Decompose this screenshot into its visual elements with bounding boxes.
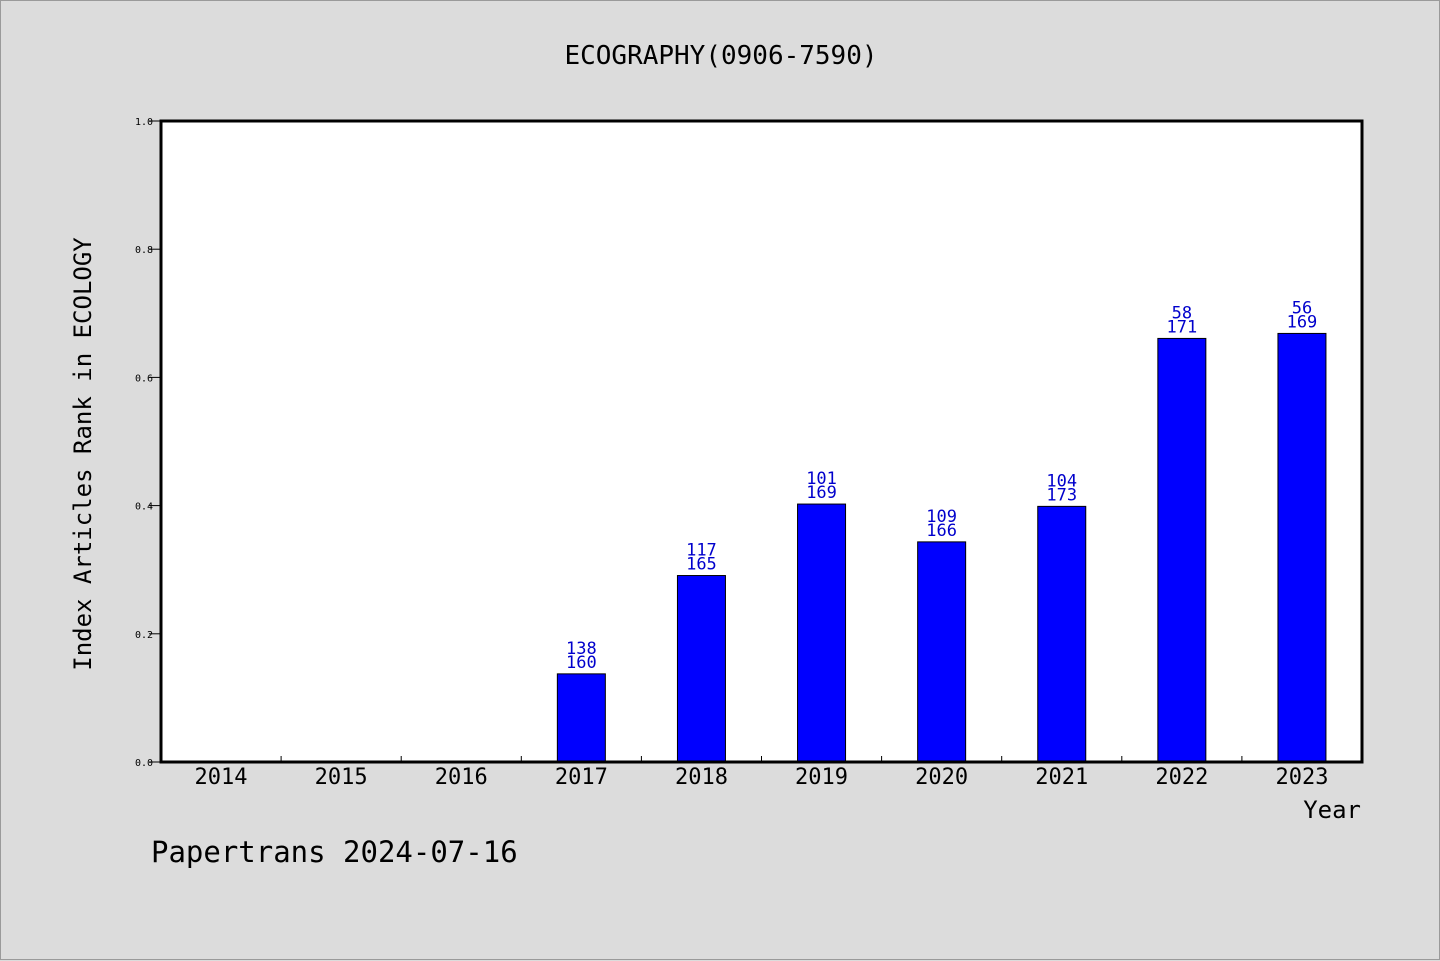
x-tick-label: 2015	[315, 765, 368, 790]
bar-rank-label: 138	[566, 639, 597, 659]
bar	[917, 541, 967, 763]
x-tick-label: 2023	[1275, 765, 1328, 790]
y-axis-label: Index Articles Rank in ECOLOGY	[69, 237, 97, 671]
bar-total-label: 166	[926, 521, 957, 541]
bar	[676, 575, 726, 763]
bar	[1037, 505, 1087, 763]
bar-total-label: 173	[1046, 485, 1077, 505]
bar-total-label: 171	[1166, 317, 1197, 337]
x-tick-label: 2020	[915, 765, 968, 790]
bar-total-label: 169	[1287, 312, 1318, 332]
y-tick-label: 1.0	[135, 117, 153, 128]
chart-title: ECOGRAPHY(0906-7590)	[564, 41, 877, 71]
x-tick-label: 2022	[1155, 765, 1208, 790]
bar-total-label: 165	[686, 555, 717, 575]
x-tick-label: 2016	[435, 765, 488, 790]
bars	[556, 332, 1327, 763]
x-tick-label: 2018	[675, 765, 728, 790]
footer-text: Papertrans 2024-07-16	[151, 835, 518, 869]
x-tick-label: 2017	[555, 765, 608, 790]
x-axis: 2014 2015 2016 2017 2018 2019 2020 2021 2022 2023	[195, 756, 1328, 790]
y-axis: 0.0 0.2 0.4 0.6 0.8 1.0	[135, 117, 161, 769]
bar-total-label: 169	[806, 483, 837, 503]
bar	[1157, 337, 1207, 763]
bar	[797, 503, 847, 763]
y-tick-label: 0.0	[135, 758, 153, 769]
y-tick-label: 0.6	[135, 373, 153, 384]
bar-rank-label: 109	[926, 507, 957, 527]
x-axis-label: Year	[1303, 796, 1361, 824]
bar-total-label: 160	[566, 653, 597, 673]
y-tick-label: 0.2	[135, 630, 153, 641]
bar-rank-label: 104	[1046, 471, 1077, 491]
x-tick-label: 2021	[1035, 765, 1088, 790]
bar-rank-label: 58	[1172, 303, 1192, 323]
bar-rank-label: 56	[1292, 298, 1312, 318]
plot-frame	[159, 119, 1364, 764]
y-tick-label: 0.4	[135, 502, 153, 513]
bar	[1277, 332, 1327, 763]
bar-rank-label: 117	[686, 541, 717, 561]
y-tick-label: 0.8	[135, 245, 153, 256]
bar	[556, 673, 606, 763]
x-tick-label: 2019	[795, 765, 848, 790]
x-tick-label: 2014	[195, 765, 248, 790]
bar-rank-label: 101	[806, 469, 837, 489]
